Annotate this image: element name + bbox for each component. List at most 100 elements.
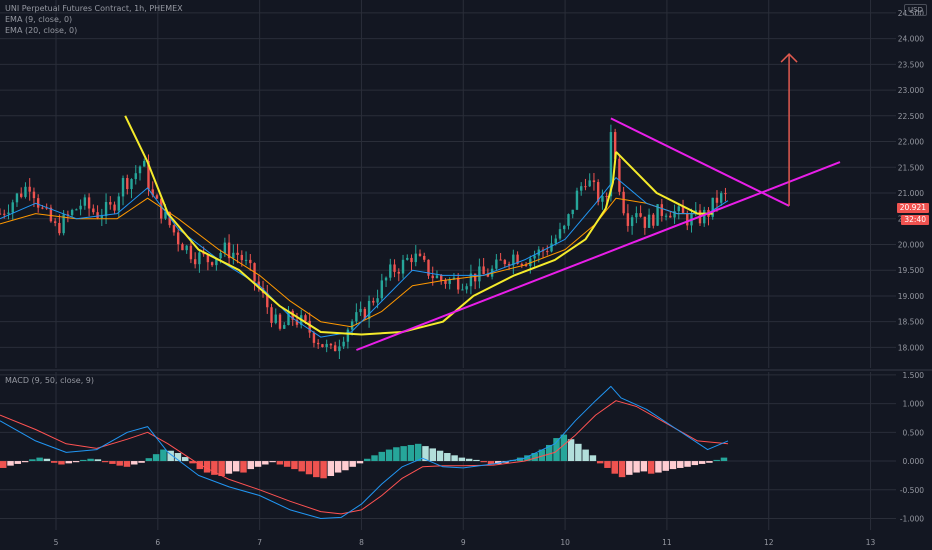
macd-histogram-bar	[269, 461, 276, 463]
candle-body	[185, 245, 188, 251]
macd-histogram-bar	[313, 461, 320, 478]
candle-body	[172, 225, 176, 233]
macd-histogram-bar	[589, 455, 597, 462]
candle-body	[62, 214, 65, 234]
macd-histogram-bar	[101, 461, 109, 463]
candle-body	[113, 204, 116, 211]
candle-body	[571, 209, 574, 215]
macd-legend[interactable]: MACD (9, 50, close, 9)	[5, 376, 94, 385]
candle-body	[507, 264, 511, 266]
candle-body	[669, 215, 672, 218]
macd-histogram-bar	[371, 455, 378, 462]
currency-badge[interactable]: USD	[904, 4, 927, 16]
macd-histogram-bar	[385, 449, 393, 462]
price-axis-tick: 23.000	[898, 86, 924, 95]
candle-body	[79, 205, 82, 210]
candle-body	[660, 204, 664, 216]
macd-histogram-bar	[575, 443, 582, 462]
macd-histogram-bar	[553, 438, 560, 462]
candle-body	[138, 166, 142, 174]
candle-body	[7, 212, 10, 214]
handle-curve-drawing	[615, 151, 713, 215]
candle-body	[465, 286, 468, 290]
macd-histogram-bar	[356, 461, 364, 464]
macd-histogram-bar	[80, 459, 87, 462]
macd-histogram-bar	[50, 461, 58, 463]
candle-body	[681, 206, 685, 214]
macd-histogram-bar	[276, 461, 284, 465]
symbol-name: UNI Perpetual Futures Contract	[5, 4, 129, 13]
candle-body	[618, 158, 621, 192]
macd-histogram-bar	[29, 459, 36, 462]
macd-histogram-bar	[94, 459, 102, 462]
macd-histogram-bar	[436, 450, 444, 462]
candle-body	[321, 344, 324, 348]
macd-histogram-bar	[109, 461, 116, 464]
macd-histogram-bar	[240, 461, 247, 473]
macd-histogram-bar	[422, 446, 429, 462]
candle-body	[266, 293, 269, 308]
macd-histogram-bar	[182, 457, 189, 462]
candle-body	[155, 195, 159, 199]
candle-body	[495, 259, 498, 269]
candle-body	[643, 216, 647, 228]
candle-body	[686, 213, 689, 226]
candle-body	[516, 254, 519, 264]
macd-histogram-bar	[189, 461, 196, 464]
macd-histogram-bar	[232, 461, 240, 472]
candle-body	[49, 207, 53, 222]
candle-body	[473, 273, 477, 282]
candle-body	[92, 208, 95, 213]
candle-body	[550, 243, 553, 252]
macd-histogram-bar	[254, 461, 262, 467]
macd-histogram-bar	[429, 448, 436, 462]
macd-histogram-bar	[364, 458, 371, 462]
candle-body	[380, 280, 384, 299]
candle-body	[278, 314, 282, 329]
candle-body	[270, 307, 273, 323]
candle-body	[287, 310, 290, 326]
candle-body	[342, 341, 345, 347]
macd-histogram-bar	[334, 461, 342, 473]
macd-histogram-bar	[131, 461, 138, 465]
candle-body	[711, 197, 714, 217]
price-axis-tick: 19.000	[898, 292, 924, 301]
macd-histogram-bar	[677, 461, 684, 468]
symbol-title[interactable]: UNI Perpetual Futures Contract, 1h, PHEM…	[5, 4, 183, 13]
target-arrow-head	[780, 52, 798, 63]
candle-body	[580, 186, 583, 191]
ema9-legend[interactable]: EMA (9, close, 0)	[5, 15, 73, 24]
macd-histogram-bar	[283, 461, 291, 467]
candle-body	[193, 259, 197, 265]
candle-body	[596, 182, 600, 202]
macd-histogram-bar	[0, 461, 7, 468]
ema20-legend[interactable]: EMA (20, close, 0)	[5, 26, 78, 35]
macd-histogram-bar	[669, 461, 677, 470]
macd-histogram-bar	[262, 461, 269, 465]
macd-histogram-bar	[465, 458, 473, 462]
macd-histogram-bar	[480, 461, 487, 463]
candle-body	[244, 259, 248, 261]
price-axis-tick: 24.000	[898, 35, 924, 44]
candle-body	[486, 274, 490, 277]
candle-body	[160, 198, 163, 219]
macd-signal-line	[0, 400, 729, 515]
candle-body	[461, 289, 464, 291]
candle-body	[503, 260, 507, 265]
macd-histogram-bar	[626, 461, 633, 475]
macd-histogram-bar	[495, 461, 502, 464]
last-price-tag: 20.921	[896, 203, 929, 213]
price-axis-tick: 19.500	[898, 266, 924, 275]
bar-countdown-tag: 32:40	[901, 215, 929, 225]
candle-body	[431, 275, 434, 279]
candle-body	[333, 345, 337, 352]
candle-body	[325, 343, 328, 348]
candle-body	[376, 298, 379, 303]
candle-body	[117, 196, 120, 211]
price-axis-tick: 23.500	[898, 60, 924, 69]
macd-histogram-bar	[524, 455, 531, 462]
time-axis-tick: 5	[54, 538, 59, 547]
candle-body	[567, 214, 570, 226]
macd-histogram-bar	[342, 461, 349, 471]
